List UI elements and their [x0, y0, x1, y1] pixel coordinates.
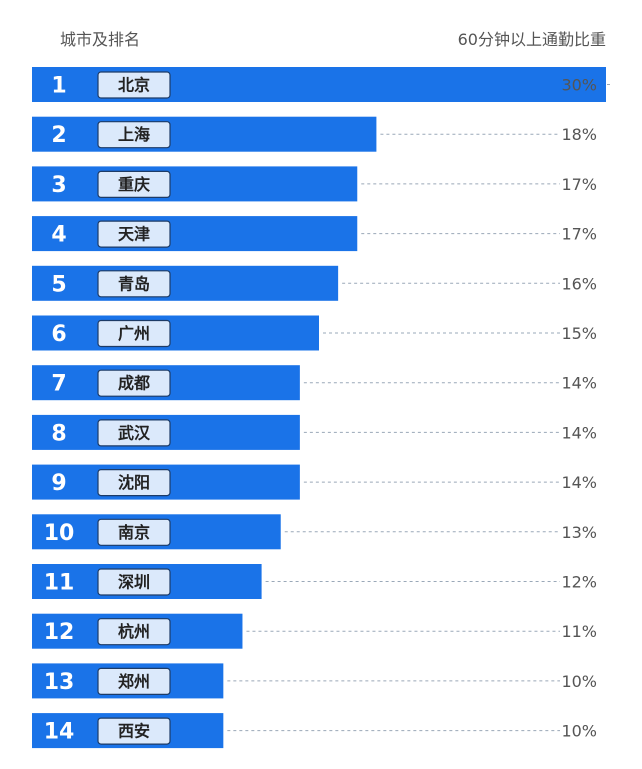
bar-row: 8 武汉 14%: [32, 414, 597, 450]
city-label-box: [97, 667, 171, 696]
city-label: 西安: [118, 722, 150, 741]
rank-label: 12: [44, 620, 75, 645]
bar-row: 10 南京 13%: [32, 514, 597, 550]
rank-label: 11: [44, 571, 75, 596]
city-label-box: [97, 419, 171, 447]
bar-row: 3 重庆 17%: [32, 166, 597, 202]
city-label: 南京: [118, 523, 150, 542]
bar-row: 5 青岛 16%: [32, 265, 597, 301]
bar: [32, 166, 358, 202]
rank-label: 13: [44, 670, 75, 695]
value-label: 14%: [561, 473, 597, 492]
value-label: 14%: [561, 374, 597, 393]
rank-label: 7: [51, 372, 66, 397]
city-label-box: [97, 369, 171, 397]
value-label: 11%: [561, 622, 597, 641]
city-label-box: [97, 270, 171, 298]
bar-row: 7 成都 14%: [32, 365, 597, 401]
city-label: 北京: [118, 76, 150, 95]
value-label: 18%: [561, 125, 597, 144]
city-label-box: [97, 319, 171, 348]
bar-row: 9 沈阳 14%: [32, 464, 597, 500]
bar: [32, 315, 319, 351]
bar-row: 14 西安 10%: [32, 713, 597, 749]
rank-label: 4: [51, 223, 66, 248]
city-label: 杭州: [118, 622, 150, 641]
city-label: 广州: [118, 324, 150, 343]
city-label: 成都: [118, 374, 150, 393]
city-label-box: [97, 518, 171, 546]
city-label: 上海: [118, 125, 150, 144]
rank-column-header: 城市及排名: [60, 30, 141, 49]
bar-row: 13 郑州 10%: [32, 663, 597, 699]
value-label: 15%: [561, 324, 597, 343]
value-label: 10%: [561, 672, 597, 691]
bar-row: 11 深圳 12%: [32, 564, 597, 599]
value-label: 10%: [561, 722, 597, 741]
rank-label: 10: [44, 521, 75, 546]
city-label: 郑州: [118, 672, 150, 691]
value-label: 14%: [561, 423, 597, 442]
city-label: 重庆: [118, 175, 150, 194]
bar-row: 2 上海 18%: [32, 116, 597, 152]
bar-row: 6 广州 15%: [32, 315, 597, 351]
rank-label: 8: [51, 421, 66, 446]
rank-label: 3: [51, 173, 66, 198]
value-label: 17%: [561, 175, 597, 194]
city-label: 武汉: [118, 423, 151, 442]
rank-label: 6: [51, 322, 66, 347]
rank-label: 2: [51, 123, 66, 148]
city-label-box: [97, 469, 171, 497]
city-label-box: [97, 71, 171, 99]
bar: [32, 216, 358, 252]
value-label: 16%: [561, 274, 597, 293]
city-label-box: [97, 121, 171, 149]
city-label-box: [97, 220, 171, 248]
city-label-box: [97, 568, 171, 596]
value-column-header: 60分钟以上通勤比重: [457, 30, 606, 49]
bar: [32, 116, 377, 152]
city-label: 沈阳: [118, 473, 150, 492]
value-label: 13%: [561, 523, 597, 542]
value-label: 30%: [561, 76, 597, 95]
bar-row: 4 天津 17%: [32, 216, 597, 252]
bar: [32, 265, 339, 301]
rank-label: 1: [51, 74, 66, 99]
city-label-box: [97, 717, 171, 745]
city-label-box: [97, 170, 171, 198]
value-label: 12%: [561, 573, 597, 592]
city-label: 青岛: [118, 274, 150, 293]
city-label-box: [97, 618, 171, 646]
value-label: 17%: [561, 225, 597, 244]
city-label: 天津: [118, 225, 150, 244]
rank-label: 5: [51, 272, 66, 297]
bar-row: 12 杭州 11%: [32, 613, 597, 649]
bar-row: 1 北京 30%: [32, 67, 610, 102]
rank-label: 14: [44, 720, 75, 745]
rank-label: 9: [51, 471, 66, 496]
city-label: 深圳: [118, 573, 150, 592]
